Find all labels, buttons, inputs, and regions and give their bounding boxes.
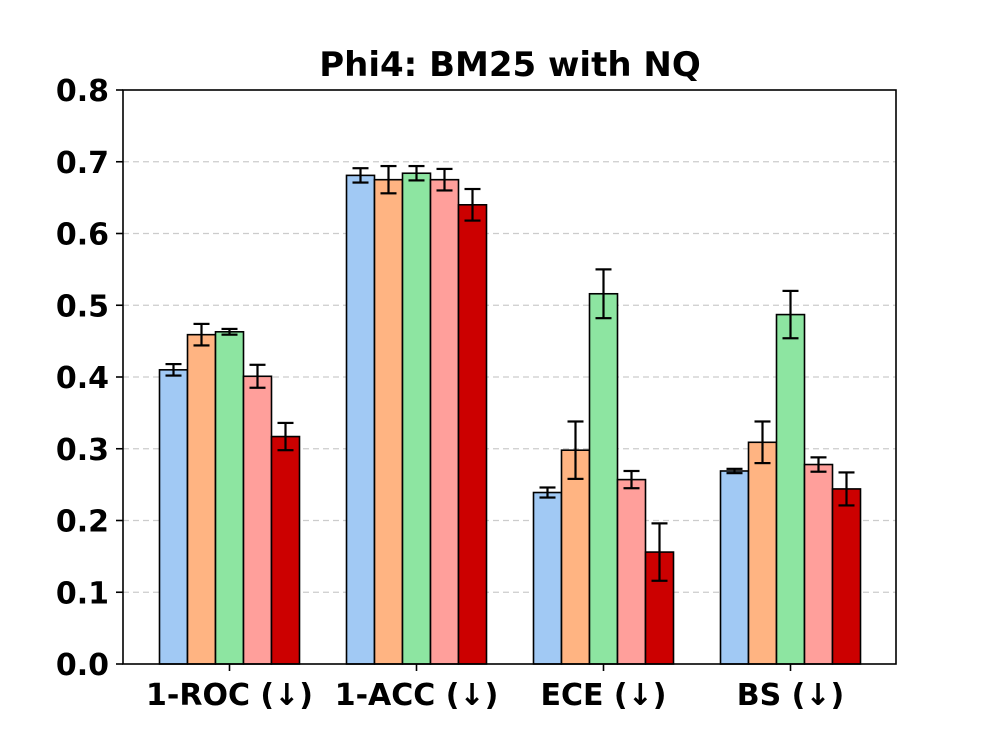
bar [158,369,189,665]
bar [616,478,647,665]
error-bar [651,522,668,582]
error-bars [165,164,855,582]
x-axis: 1-ROC (↓) 1-ACC (↓) ECE (↓) BS (↓) [146,664,844,713]
x-tick-label: BS (↓) [737,678,844,713]
bar [401,172,432,665]
error-bar [408,164,425,182]
bar [803,463,834,665]
y-tick-label: 0.7 [56,146,109,181]
y-tick-label: 0.5 [56,289,109,324]
error-bar [754,420,771,465]
error-bar [464,187,481,222]
bar [186,333,217,665]
error-bar [380,164,397,195]
bar [831,488,862,665]
chart-title: Phi4: BM25 with NQ [319,45,701,85]
error-bar [782,289,799,340]
bar [747,441,778,665]
error-bar [193,322,210,347]
y-axis: 0.0 0.1 0.2 0.3 0.4 0.5 0.6 0.7 0.8 [56,74,123,683]
error-bar [165,362,182,377]
bar [270,435,301,665]
bar [242,375,273,665]
bar [588,292,619,665]
x-tick-label: 1-ROC (↓) [146,678,313,713]
error-bar [539,486,556,499]
x-tick-label: 1-ACC (↓) [335,678,499,713]
error-bar [810,456,827,473]
y-tick-label: 0.0 [56,648,109,683]
bar [214,330,245,665]
y-tick-label: 0.8 [56,74,109,109]
error-bar [352,167,369,184]
x-tick-label: ECE (↓) [540,678,666,713]
y-tick-label: 0.4 [56,361,109,396]
y-tick-label: 0.1 [56,576,109,611]
error-bar [838,471,855,507]
y-tick-label: 0.2 [56,505,109,540]
bar [532,491,563,665]
y-tick-label: 0.6 [56,218,109,253]
bar [345,174,376,665]
error-bar [277,421,294,452]
bars [158,172,862,665]
bar [560,449,591,665]
error-bar [436,167,453,192]
error-bar [595,268,612,320]
bar [775,313,806,665]
bar [373,178,404,665]
error-bar [249,363,266,389]
error-bar [221,327,238,336]
bar [457,204,488,665]
error-bar [726,467,743,475]
bar [719,470,750,665]
y-tick-label: 0.3 [56,433,109,468]
error-bar [623,469,640,490]
error-bar [567,420,584,480]
bar [429,178,460,665]
